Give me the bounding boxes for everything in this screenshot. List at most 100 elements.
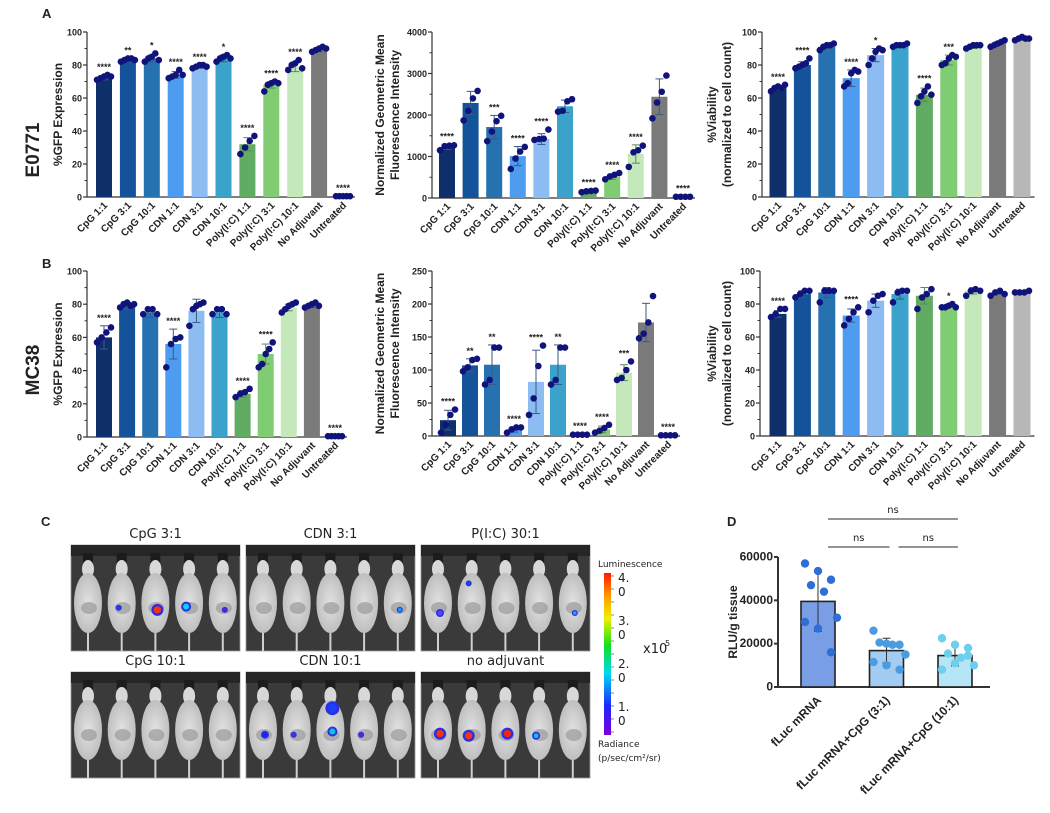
data-point bbox=[888, 640, 897, 649]
data-point bbox=[903, 40, 911, 47]
data-point bbox=[952, 304, 960, 311]
significance-label: **** bbox=[169, 57, 184, 67]
data-point bbox=[167, 340, 175, 348]
mouse-head bbox=[183, 687, 196, 705]
luminescence-signal-core bbox=[328, 704, 337, 713]
significance-label: * bbox=[150, 40, 154, 50]
colorbar-tick-label: 0 bbox=[618, 671, 626, 685]
mouse-bladder bbox=[256, 602, 272, 614]
bar bbox=[891, 45, 909, 198]
bar bbox=[119, 60, 136, 197]
data-point bbox=[623, 366, 630, 374]
data-point bbox=[806, 287, 813, 295]
mouse-head bbox=[358, 687, 371, 705]
data-point bbox=[474, 87, 481, 95]
mouse-head bbox=[290, 560, 303, 578]
bar bbox=[989, 43, 1007, 197]
data-point bbox=[175, 66, 183, 74]
mouse-head bbox=[533, 687, 546, 705]
data-point bbox=[1025, 287, 1033, 295]
data-point bbox=[451, 406, 459, 413]
mouse-bladder bbox=[289, 602, 306, 614]
bar bbox=[940, 305, 958, 436]
significance-label: **** bbox=[97, 313, 112, 323]
nose-cone-manifold bbox=[246, 672, 415, 683]
data-point bbox=[583, 431, 591, 438]
chart-a_viability: 0 20 40 60 80 100 %Viability (normalized to cel… bbox=[705, 28, 1035, 253]
nose-cone bbox=[217, 680, 228, 690]
bar bbox=[769, 88, 787, 197]
y-tick-label: 100 bbox=[67, 267, 82, 277]
data-point bbox=[177, 334, 184, 341]
nose-cone bbox=[359, 680, 370, 690]
luminescence-signal-core bbox=[329, 728, 336, 735]
data-point bbox=[103, 329, 110, 336]
mouse-head bbox=[391, 560, 404, 578]
data-point bbox=[209, 310, 216, 318]
y-tick-label: 20 bbox=[72, 399, 82, 409]
panel-label-a: A bbox=[42, 6, 52, 21]
y-axis-title: (normalized to cell count) bbox=[720, 281, 734, 426]
data-point bbox=[605, 421, 613, 429]
data-point bbox=[952, 53, 960, 61]
imaging-title: no adjuvant bbox=[467, 654, 544, 669]
data-point bbox=[139, 310, 147, 318]
mouse-bladder bbox=[182, 729, 199, 741]
data-point bbox=[956, 653, 966, 662]
data-point bbox=[832, 613, 842, 622]
y-axis-title: Normalized Geometric Mean bbox=[373, 273, 387, 434]
y-axis-title: RLU/g tissue bbox=[726, 585, 740, 659]
nose-cone-manifold bbox=[421, 545, 590, 556]
bar bbox=[215, 58, 232, 198]
data-point bbox=[937, 665, 947, 674]
data-point bbox=[1001, 290, 1008, 298]
data-point bbox=[627, 358, 635, 365]
data-point bbox=[275, 79, 282, 87]
y-axis-title: (normalized to cell count) bbox=[720, 42, 734, 187]
data-point bbox=[830, 287, 838, 295]
mouse-bladder bbox=[81, 729, 97, 741]
y-tick-label: 60 bbox=[747, 94, 757, 104]
nose-cone-manifold bbox=[71, 672, 240, 683]
y-tick-label: 60 bbox=[72, 94, 82, 104]
data-point bbox=[251, 132, 258, 140]
nose-cone bbox=[359, 553, 370, 563]
significance-label: * bbox=[947, 291, 951, 301]
significance-label: **** bbox=[771, 296, 786, 306]
data-point bbox=[486, 376, 493, 384]
mouse-head bbox=[391, 687, 404, 705]
mouse-bladder bbox=[390, 729, 407, 741]
data-point bbox=[491, 344, 498, 351]
data-point bbox=[879, 290, 886, 298]
data-point bbox=[950, 640, 960, 649]
data-point bbox=[569, 431, 577, 438]
nose-cone bbox=[433, 553, 443, 563]
bar bbox=[1013, 38, 1031, 197]
colorbar-tick-label: 0 bbox=[618, 628, 626, 642]
data-point bbox=[806, 580, 816, 590]
bar bbox=[257, 354, 274, 437]
data-point bbox=[130, 300, 138, 308]
data-point bbox=[469, 95, 477, 102]
data-point bbox=[258, 360, 266, 368]
data-point bbox=[903, 287, 911, 295]
colorbar-tick-label: 2. bbox=[618, 657, 629, 671]
data-point bbox=[503, 429, 511, 437]
data-point bbox=[265, 345, 273, 353]
y-tick-label: 20 bbox=[745, 399, 755, 409]
data-point bbox=[825, 287, 833, 295]
significance-label: **** bbox=[629, 132, 644, 142]
luminescence-signal-core bbox=[183, 603, 190, 610]
data-point bbox=[592, 187, 599, 194]
data-point bbox=[976, 287, 984, 295]
bar bbox=[167, 74, 184, 197]
significance-label: **** bbox=[661, 422, 676, 432]
data-point bbox=[107, 324, 115, 331]
mouse-head bbox=[432, 687, 444, 705]
data-point bbox=[879, 46, 886, 54]
nose-cone bbox=[83, 680, 93, 690]
luminescence-signal-core bbox=[398, 608, 402, 612]
nose-cone bbox=[184, 553, 195, 563]
mouse-head bbox=[465, 687, 478, 705]
